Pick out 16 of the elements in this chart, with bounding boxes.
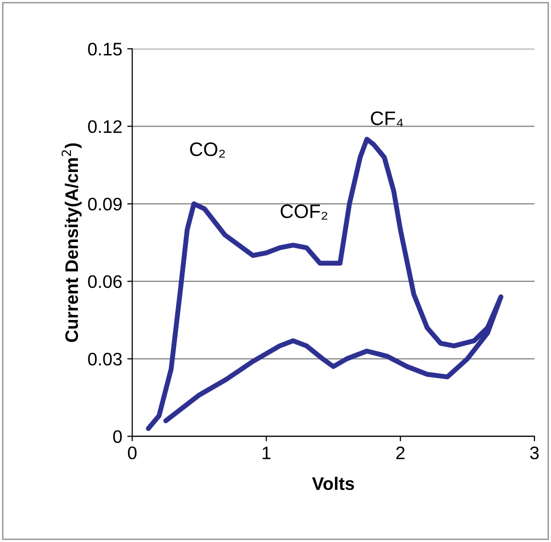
x-axis-title: Volts	[312, 476, 354, 490]
annotation: CF₄	[370, 111, 404, 127]
x-tick-label: 3	[530, 446, 539, 460]
y-tick-label: 0.06	[88, 275, 122, 288]
y-tick-label: 0.03	[88, 352, 122, 366]
x-tick-label: 1	[262, 446, 270, 460]
y-tick-label: 0.12	[88, 120, 122, 134]
line-series	[146, 136, 504, 431]
x-tick-label: 0	[128, 446, 137, 460]
annotation: COF₂	[280, 204, 328, 220]
annotation: CO₂	[190, 142, 225, 158]
y-tick-label: 0.15	[88, 42, 122, 56]
y-tick-label: 0.09	[88, 198, 122, 211]
x-tick-label: 2	[396, 446, 405, 460]
y-axis-title: Current Density(A/cm$^{2}$)	[62, 143, 82, 342]
y-tick-label: 0	[113, 430, 122, 444]
